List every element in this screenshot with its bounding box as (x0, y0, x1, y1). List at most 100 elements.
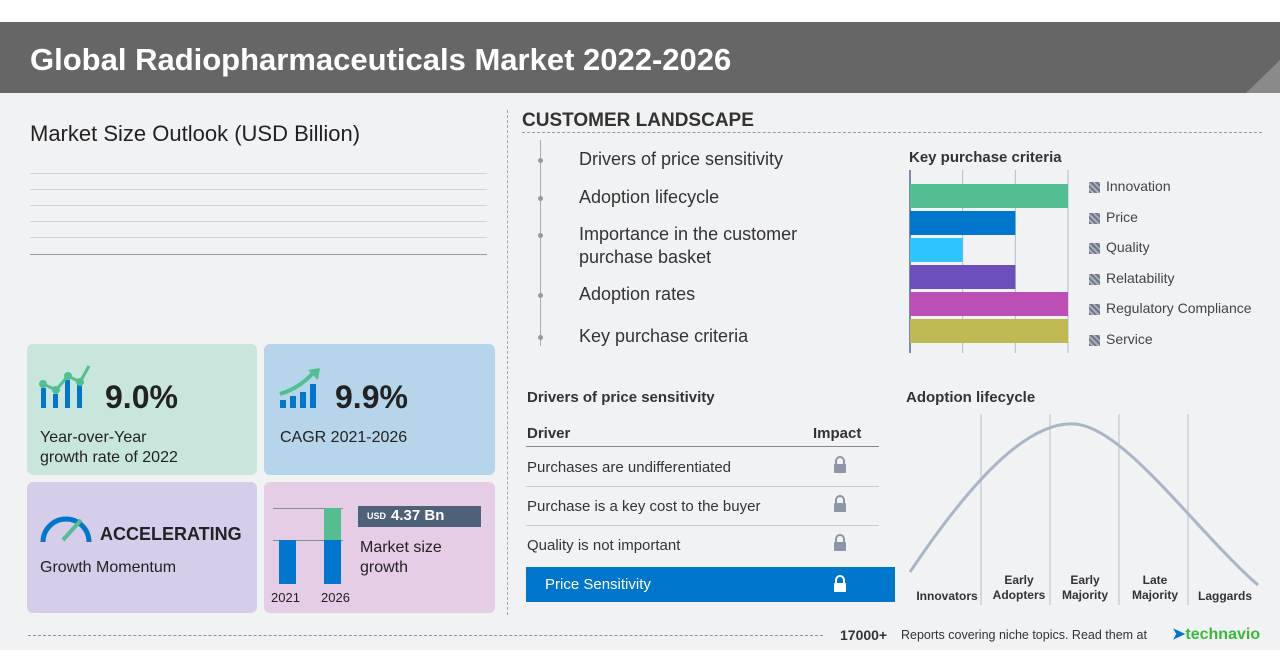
timeline-dot (538, 293, 543, 298)
lock-icon (834, 456, 846, 473)
report-count: 17000+ (840, 627, 888, 643)
timeline-dot (538, 335, 543, 340)
driver-row: Quality is not important (527, 537, 681, 554)
cagr-card: 9.9% CAGR 2021-2026 (264, 344, 495, 475)
adoption-stage: Early Adopters (987, 573, 1051, 603)
divider (30, 205, 487, 206)
gridline (273, 540, 343, 541)
growth-value-badge: USD 4.37 Bn (358, 506, 481, 527)
legend-swatch (1089, 243, 1100, 254)
stage-label: Adopters (992, 588, 1046, 602)
customer-landscape-item: Drivers of price sensitivity (579, 149, 784, 169)
divider (30, 189, 487, 190)
bar-chart-trend-icon (39, 365, 91, 408)
legend-label: Service (1106, 330, 1153, 347)
bar-2026 (324, 540, 341, 584)
legend-label: Regulatory Compliance (1106, 300, 1252, 316)
legend-label: Innovation (1106, 178, 1171, 194)
stage-label: Late (1142, 573, 1168, 587)
bar-relatability (910, 265, 1016, 289)
adoption-lifecycle-chart (908, 414, 1259, 605)
divider (30, 221, 487, 222)
technavio-logo[interactable]: ➤technavio (1172, 624, 1260, 644)
year-2021: 2021 (271, 590, 300, 605)
lock-icon (834, 534, 846, 551)
growth-label: Market size (360, 539, 442, 556)
legend-label: Price (1106, 208, 1138, 225)
key-purchase-criteria-chart (909, 170, 1069, 353)
divider (30, 173, 487, 174)
divider (522, 132, 1262, 133)
stage-label: Early (1004, 573, 1034, 587)
customer-landscape-title: CUSTOMER LANDSCAPE (522, 110, 754, 131)
timeline-dot (538, 233, 543, 238)
stage-label: Innovators (916, 589, 978, 603)
bar-quality (910, 238, 963, 262)
adoption-curve (908, 422, 1259, 587)
divider (526, 446, 879, 447)
customer-landscape-item: Adoption rates (579, 284, 696, 304)
stage-label: Majority (1131, 588, 1178, 602)
market-size-title: Market Size Outlook (USD Billion) (30, 121, 361, 146)
driver-column-header: Driver (527, 425, 571, 442)
legend-label: Relatability (1106, 269, 1175, 286)
divider (526, 486, 879, 487)
customer-landscape-item: Importance in the customer purchase bask… (579, 224, 798, 267)
year-2026: 2026 (321, 590, 350, 605)
lock-icon (834, 495, 846, 512)
technavio-logo-icon: ➤ (1172, 626, 1186, 643)
timeline-line (540, 140, 541, 346)
cagr-value: 9.9% (335, 379, 408, 415)
bar-service (910, 319, 1068, 343)
growth-value: 4.37 Bn (391, 507, 445, 524)
stage-label: Majority (1061, 588, 1108, 602)
divider (30, 237, 487, 238)
yoy-label: Year-over-Year (40, 429, 147, 446)
momentum-card: ACCELERATING Growth Momentum (27, 482, 257, 613)
page-title: Global Radiopharmaceuticals Market 2022-… (30, 42, 732, 77)
bar-regulatory-compliance (910, 292, 1068, 316)
stage-label: Laggards (1197, 589, 1252, 603)
price-sensitivity-label: Price Sensitivity (545, 576, 651, 593)
momentum-value: ACCELERATING (100, 524, 242, 544)
bar-2026-increment (324, 508, 341, 540)
cagr-label: CAGR 2021-2026 (280, 429, 408, 446)
bar-innovation (910, 184, 1068, 208)
bar-2021 (279, 540, 296, 584)
divider (30, 254, 487, 255)
legend-label: Quality (1106, 239, 1150, 255)
driver-row: Purchase is a key cost to the buyer (527, 498, 761, 515)
adoption-title: Adoption lifecycle (906, 389, 1036, 406)
impact-column-header: Impact (813, 425, 862, 442)
header-bar (0, 22, 1280, 93)
legend-swatch (1089, 182, 1100, 193)
momentum-label: Growth Momentum (40, 559, 177, 576)
price-sensitivity-row: Price Sensitivity (526, 567, 895, 602)
brand: technavio (1185, 626, 1261, 643)
currency: USD (367, 511, 387, 521)
divider (526, 525, 879, 526)
growth-arrow-icon (279, 368, 320, 408)
legend-swatch (1089, 334, 1100, 346)
legend-swatch (1089, 273, 1100, 285)
adoption-stage: Early Majority (1053, 573, 1117, 603)
driver-row: Purchases are undifferentiated (527, 459, 732, 476)
growth-label-2: growth (360, 559, 409, 576)
bar-price (910, 211, 1016, 235)
customer-landscape-item: Key purchase criteria (579, 326, 749, 346)
market-growth-card: 2021 2026 USD 4.37 Bn Market size growth (264, 482, 495, 613)
footer-text: Reports covering niche topics. Read them… (901, 628, 1147, 642)
drivers-title: Drivers of price sensitivity (527, 389, 715, 406)
legend-swatch (1089, 212, 1100, 224)
lock-icon (834, 575, 846, 592)
yoy-value: 9.0% (105, 379, 178, 415)
stage-label: Early (1070, 573, 1100, 587)
adoption-stage: Laggards (1193, 589, 1257, 604)
adoption-stage: Late Majority (1123, 573, 1187, 603)
vertical-divider (507, 110, 508, 615)
timeline-dot (538, 158, 543, 163)
adoption-stage: Innovators (915, 589, 979, 604)
timeline-dot (538, 196, 543, 201)
yoy-card: 9.0% Year-over-Year growth rate of 2022 (27, 344, 257, 475)
yoy-label-2: growth rate of 2022 (40, 449, 178, 466)
